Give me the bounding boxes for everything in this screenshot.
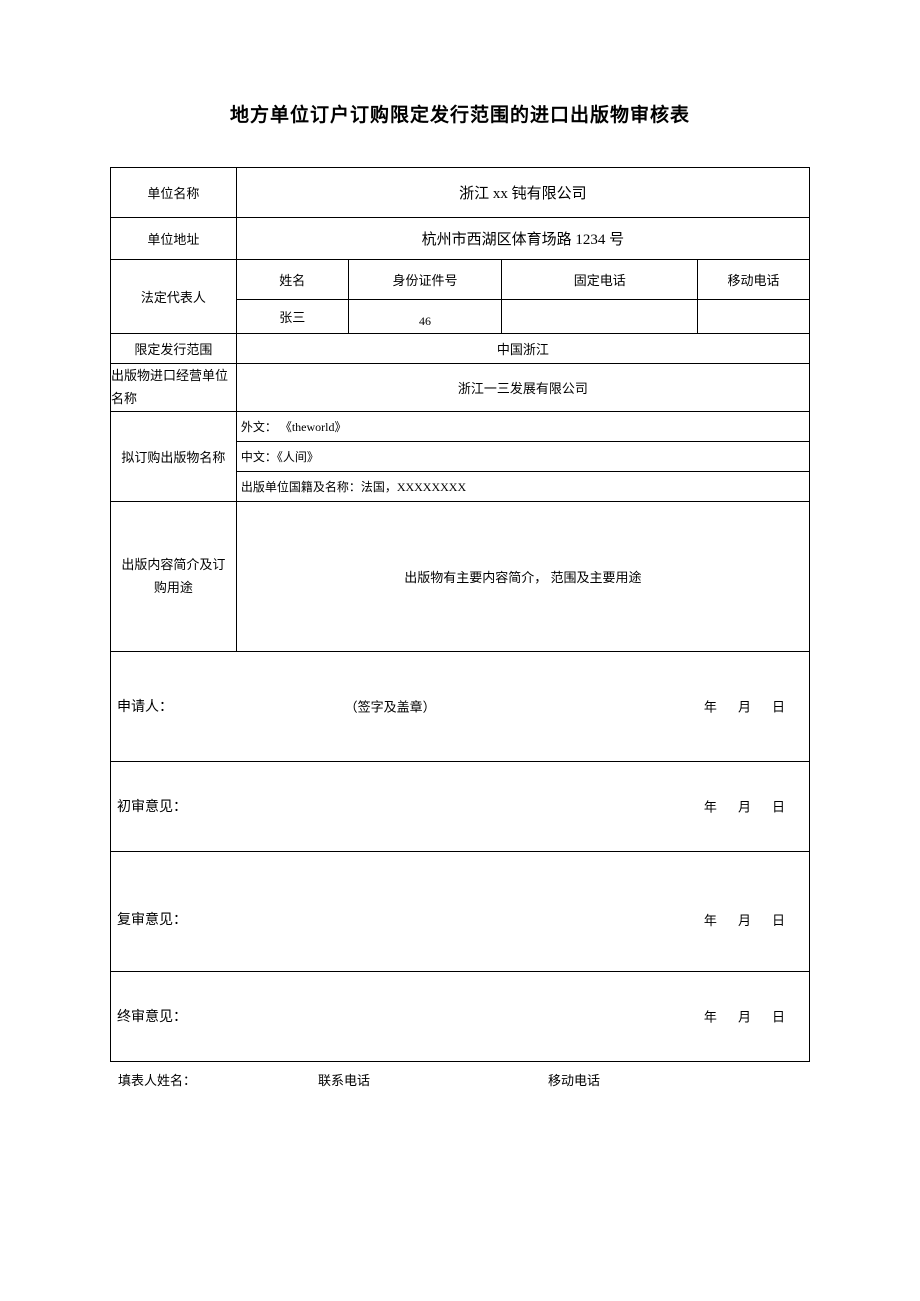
pub-name-label: 拟订购出版物名称 <box>111 411 237 501</box>
table-row: 出版内容简介及订购用途 出版物有主要内容简介， 范围及主要用途 <box>111 501 810 651</box>
table-row: 限定发行范围 中国浙江 <box>111 334 810 364</box>
first-review-label: 初审意见： <box>117 796 187 816</box>
applicant-cell: 申请人： （签字及盖章） 年 月 日 <box>111 651 810 761</box>
final-review-label: 终审意见： <box>117 1006 187 1026</box>
pub-foreign: 外文： 《theworld》 <box>237 412 809 442</box>
name-value: 张三 <box>236 300 348 334</box>
table-row: 出版物进口经营单位名称 浙江一三发展有限公司 <box>111 364 810 412</box>
table-row: 拟订购出版物名称 外文： 《theworld》 中文：《人间》 出版单位国籍及名… <box>111 411 810 501</box>
brief-label: 出版内容简介及订购用途 <box>111 501 237 651</box>
unit-addr-value: 杭州市西湖区体育场路 1234 号 <box>236 218 809 260</box>
pub-name-cell: 外文： 《theworld》 中文：《人间》 出版单位国籍及名称：法国，XXXX… <box>236 411 809 501</box>
table-row: 终审意见： 年 月 日 <box>111 971 810 1061</box>
review-form-table: 单位名称 浙江 xx 钝有限公司 单位地址 杭州市西湖区体育场路 1234 号 … <box>110 167 810 1062</box>
legal-rep-label: 法定代表人 <box>111 260 237 334</box>
scope-label: 限定发行范围 <box>111 334 237 364</box>
sign-stamp-text: （签字及盖章） <box>345 697 436 716</box>
page-title: 地方单位订户订购限定发行范围的进口出版物审核表 <box>110 100 810 127</box>
table-row: 申请人： （签字及盖章） 年 月 日 <box>111 651 810 761</box>
import-unit-label: 出版物进口经营单位名称 <box>111 364 237 412</box>
applicant-label: 申请人： <box>117 696 173 716</box>
applicant-date: 年 月 日 <box>704 697 789 716</box>
table-row: 单位地址 杭州市西湖区体育场路 1234 号 <box>111 218 810 260</box>
footer-mobile-phone: 移动电话 <box>548 1070 810 1089</box>
final-review-date: 年 月 日 <box>704 1007 789 1026</box>
final-review-cell: 终审意见： 年 月 日 <box>111 971 810 1061</box>
unit-name-value: 浙江 xx 钝有限公司 <box>236 168 809 218</box>
fixed-phone-value <box>502 300 698 334</box>
second-review-date: 年 月 日 <box>704 910 789 929</box>
table-row: 复审意见： 年 月 日 <box>111 851 810 971</box>
import-unit-value: 浙江一三发展有限公司 <box>236 364 809 412</box>
fixed-phone-header: 固定电话 <box>502 260 698 300</box>
footer-filler-name: 填表人姓名： <box>118 1070 318 1089</box>
brief-value: 出版物有主要内容简介， 范围及主要用途 <box>236 501 809 651</box>
mobile-phone-value <box>698 300 810 334</box>
table-row: 初审意见： 年 月 日 <box>111 761 810 851</box>
unit-name-label: 单位名称 <box>111 168 237 218</box>
second-review-label: 复审意见： <box>117 909 187 929</box>
second-review-cell: 复审意见： 年 月 日 <box>111 851 810 971</box>
first-review-date: 年 月 日 <box>704 797 789 816</box>
table-row: 单位名称 浙江 xx 钝有限公司 <box>111 168 810 218</box>
table-row: 法定代表人 姓名 身份证件号 固定电话 移动电话 <box>111 260 810 300</box>
id-value: 46 <box>348 300 502 334</box>
unit-addr-label: 单位地址 <box>111 218 237 260</box>
first-review-cell: 初审意见： 年 月 日 <box>111 761 810 851</box>
pub-chinese: 中文：《人间》 <box>237 442 809 472</box>
scope-value: 中国浙江 <box>236 334 809 364</box>
id-header: 身份证件号 <box>348 260 502 300</box>
pub-publisher: 出版单位国籍及名称：法国，XXXXXXXX <box>237 472 809 501</box>
footer-contact-phone: 联系电话 <box>318 1070 548 1089</box>
name-header: 姓名 <box>236 260 348 300</box>
mobile-phone-header: 移动电话 <box>698 260 810 300</box>
footer-row: 填表人姓名： 联系电话 移动电话 <box>110 1070 810 1089</box>
